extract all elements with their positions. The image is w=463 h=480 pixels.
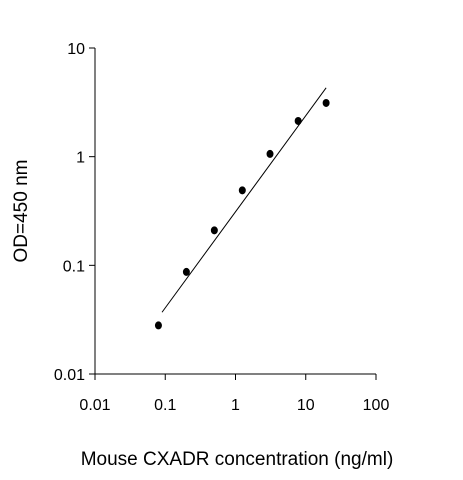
- data-point: [266, 149, 274, 158]
- x-tick-label: 0.01: [79, 397, 110, 414]
- y-tick-label: 10: [67, 41, 85, 58]
- y-tick-label: 1: [76, 150, 85, 167]
- data-point: [294, 116, 302, 125]
- y-axis-label: OD=450 nm: [11, 160, 32, 263]
- x-tick-label: 1: [231, 397, 240, 414]
- x-axis-label: Mouse CXADR concentration (ng/ml): [81, 449, 394, 470]
- y-tick-label: 0.1: [63, 258, 85, 275]
- fit-line: [161, 87, 327, 313]
- data-point: [210, 226, 218, 235]
- x-tick-label: 100: [363, 397, 390, 414]
- data-point: [182, 267, 190, 276]
- data-point: [322, 98, 330, 107]
- x-tick-label: 10: [297, 397, 315, 414]
- y-tick-label: 0.01: [54, 367, 85, 384]
- data-point: [154, 321, 162, 330]
- data-point: [238, 186, 246, 195]
- x-tick-label: 0.1: [154, 397, 176, 414]
